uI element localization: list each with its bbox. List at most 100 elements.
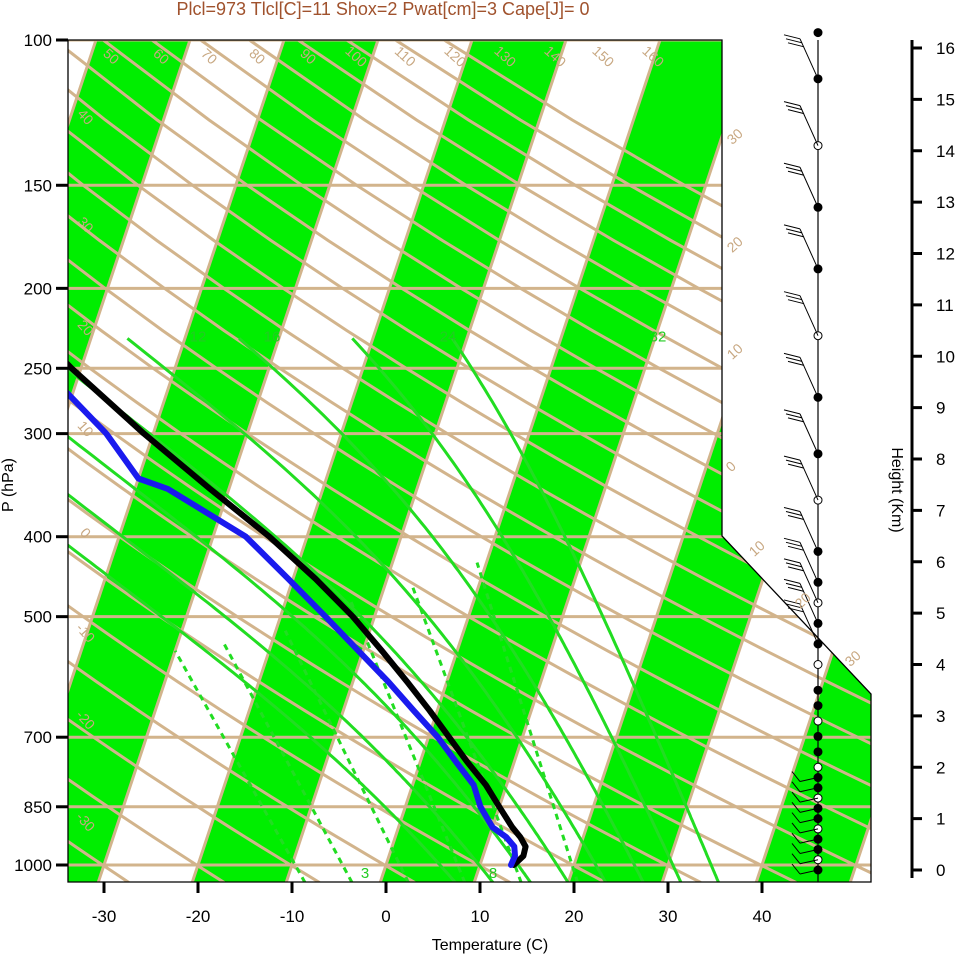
wind-barb-feather	[791, 771, 801, 782]
isotherm-line	[378, 40, 662, 882]
wind-barb-staff	[799, 777, 819, 783]
temperature-band	[380, 40, 755, 882]
wind-barb-feather	[783, 537, 801, 543]
isotherm-line	[944, 40, 961, 882]
wind-barb-staff	[799, 295, 819, 336]
low-mixing-label: 3	[361, 865, 369, 882]
height-tick-label: 1	[936, 810, 945, 829]
wind-barb-feather	[787, 360, 805, 366]
isotherm-line	[96, 40, 380, 882]
moist-adiabat	[238, 337, 645, 882]
wind-barb-staff	[799, 797, 819, 803]
wind-station-dot	[813, 762, 823, 772]
x-tick-label: 0	[381, 907, 390, 926]
x-tick-label: -10	[280, 907, 305, 926]
wind-barb-staff	[799, 838, 819, 844]
p-tick-label: 150	[24, 176, 52, 195]
wind-barb-feather	[785, 166, 803, 172]
dewpoint-profile	[68, 71, 518, 868]
wind-barb-staff	[799, 38, 819, 80]
wind-barb-feather	[787, 463, 805, 469]
y-axis-title: P (hPa)	[0, 458, 17, 512]
mixing-ratio-line	[173, 650, 307, 882]
wind-barb-feather	[787, 109, 805, 115]
wind-barb-feather	[783, 101, 801, 107]
wind-barb-staff	[799, 828, 819, 834]
wind-barb-feather	[791, 822, 801, 834]
dry-adiabat	[68, 40, 416, 882]
moist-adiabat	[68, 337, 457, 882]
isotherm-label: 70	[198, 45, 220, 67]
mixing-ratio-line	[223, 643, 354, 882]
wind-barb-feather	[787, 545, 805, 551]
isotherm-label: 80	[246, 45, 268, 67]
wind-barb-feather	[783, 506, 801, 512]
wind-barb-feather	[785, 356, 803, 362]
wind-barb-feather	[785, 295, 803, 301]
height-tick-label: 3	[936, 707, 945, 726]
mixing-ratio-label: 24	[440, 329, 457, 346]
mixing-ratio-line	[475, 562, 580, 882]
height-tick-label: 8	[936, 450, 945, 469]
wind-barb-feather	[785, 510, 803, 516]
p-tick-label: 500	[24, 608, 52, 627]
wind-barb-feather	[783, 162, 801, 168]
moist-adiabat	[126, 337, 608, 882]
wind-barb-feather	[791, 843, 801, 854]
wind-station-dot	[813, 660, 823, 669]
wind-barb-staff	[799, 848, 819, 854]
p-tick-label: 850	[24, 798, 52, 817]
dry-adiabat	[68, 40, 321, 882]
height-tick-label: 7	[936, 501, 945, 520]
p-tick-label: 1000	[14, 856, 52, 875]
wind-barb-staff	[799, 459, 819, 501]
wind-barb-feather	[785, 541, 803, 547]
p-tick-label: 300	[24, 425, 52, 444]
wind-barb-staff	[799, 511, 819, 552]
theta-right-label: 0	[722, 458, 739, 475]
dry-adiabat	[68, 40, 511, 882]
temperature-band	[192, 40, 567, 882]
isotherm-label: 150	[589, 43, 617, 71]
x-tick-label: 40	[753, 907, 772, 926]
wind-barb-staff	[799, 167, 819, 208]
wind-barb-staff	[799, 859, 819, 865]
theta-right-label: 10	[724, 340, 746, 362]
x-tick-label: 10	[471, 907, 490, 926]
height-tick-label: 2	[936, 758, 945, 777]
height-tick-label: 6	[936, 553, 945, 572]
wind-station-dot	[813, 731, 823, 741]
wind-barb-staff	[799, 357, 819, 398]
isotherm-line	[68, 40, 286, 882]
wind-barb-feather	[791, 832, 801, 844]
wind-barb-feather	[783, 599, 801, 605]
dry-adiabat	[151, 40, 871, 882]
mixing-ratio-label: 16	[264, 329, 281, 346]
theta-right-label: 10	[746, 537, 768, 559]
wind-barb-feather	[783, 578, 801, 584]
height-axis-title: Height (Km)	[888, 447, 905, 532]
x-tick-label: 20	[565, 907, 584, 926]
isotherm-line	[754, 40, 871, 882]
height-tick-label: 12	[936, 245, 955, 264]
wind-barb-feather	[783, 558, 801, 564]
height-tick-label: 0	[936, 861, 945, 880]
wind-barb-feather	[783, 34, 801, 40]
wind-barb-staff	[799, 413, 819, 455]
wind-barb-feather	[791, 791, 801, 803]
wind-barb-feather	[785, 603, 803, 609]
moist-adiabat	[68, 337, 495, 882]
moist-adiabat	[68, 337, 532, 882]
dry-adiabat	[68, 40, 871, 882]
isotherm-line	[190, 40, 474, 882]
wind-barb-feather	[783, 455, 801, 461]
temperature-axis: -30 -20 -10 0 10 20 30 40	[92, 882, 772, 926]
height-tick-label: 9	[936, 399, 945, 418]
adiabat-label: 0	[77, 524, 94, 541]
wind-barb-feather	[785, 413, 803, 419]
p-tick-label: 700	[24, 728, 52, 747]
wind-station-dot	[813, 28, 823, 38]
height-tick-label: 14	[936, 142, 955, 161]
